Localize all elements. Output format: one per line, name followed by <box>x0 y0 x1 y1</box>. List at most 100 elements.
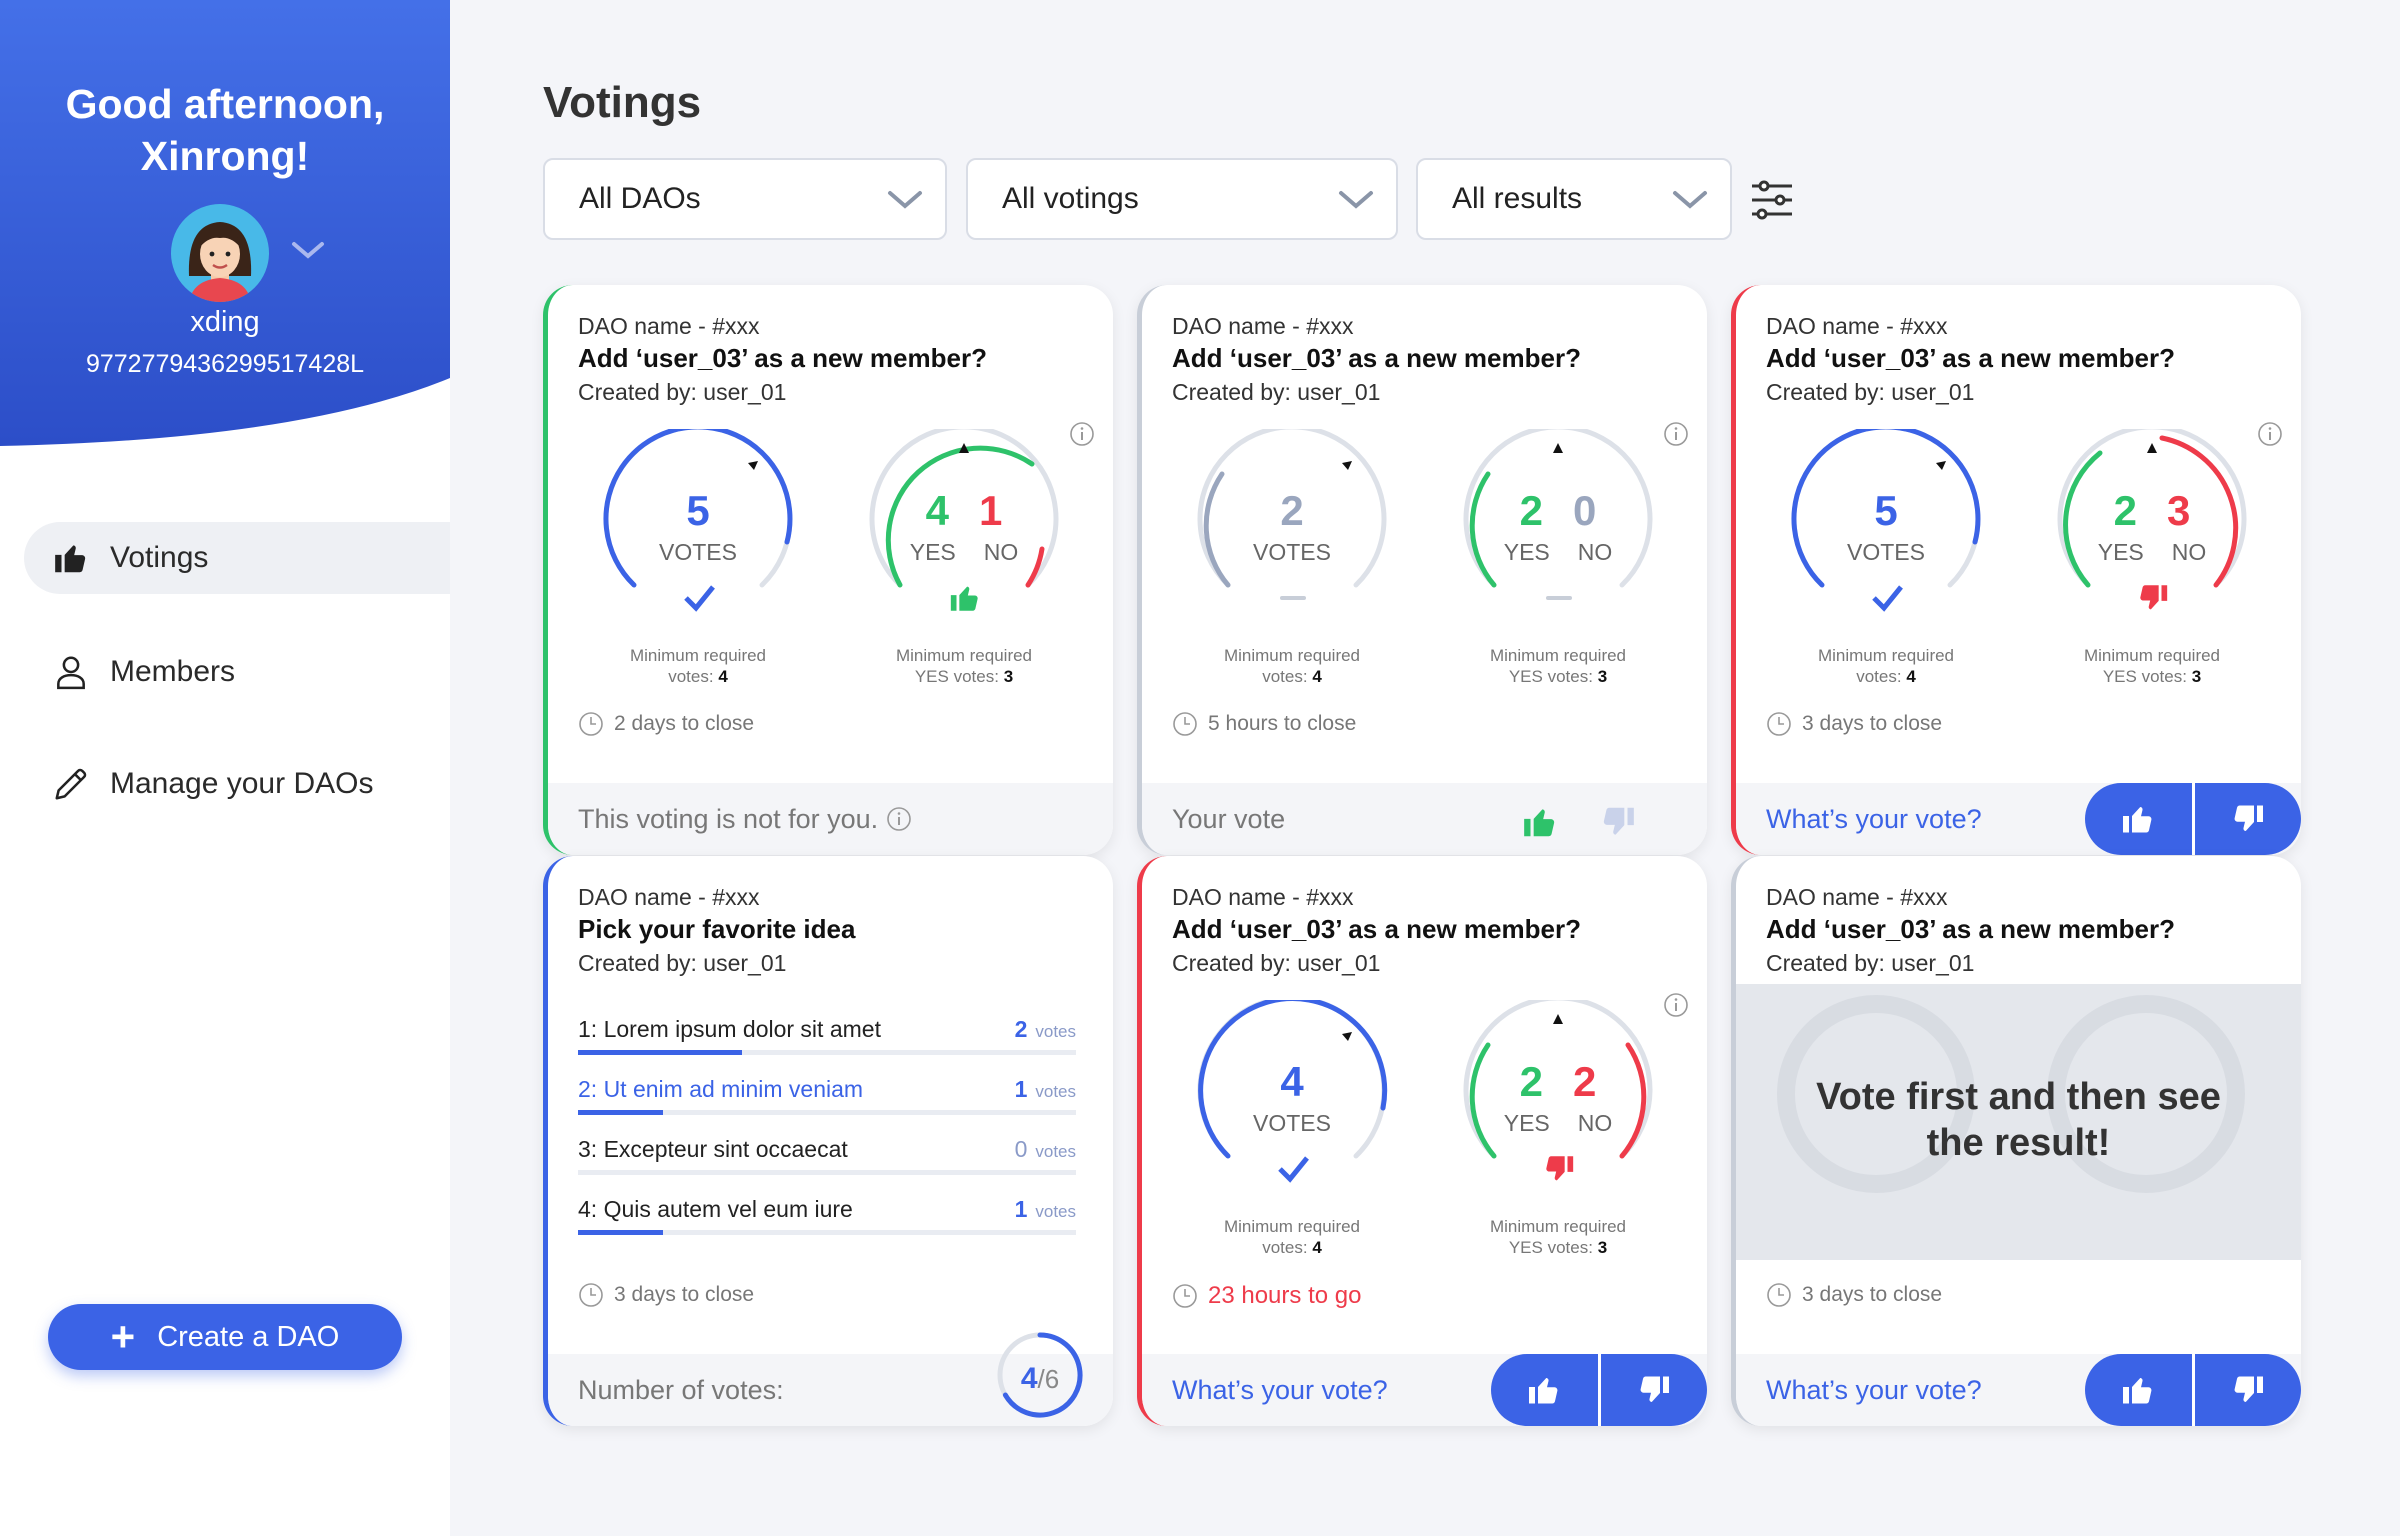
vote-buttons <box>1491 1354 1707 1426</box>
username: xding <box>190 306 260 338</box>
votes-count: 4 <box>1280 1058 1304 1105</box>
votes-label: VOTES <box>659 539 737 565</box>
thumbs-down-icon <box>1640 1376 1669 1402</box>
min-req-label: Minimum required <box>1223 646 1361 665</box>
min-req-label: Minimum required <box>1489 1217 1627 1236</box>
min-votes-label: votes: <box>1262 1238 1308 1257</box>
chevron-down-icon <box>1339 191 1373 209</box>
votes-count: 5 <box>1874 487 1898 534</box>
sidebar-item-votings[interactable]: Votings <box>52 538 208 578</box>
vote-buttons <box>2085 1354 2301 1426</box>
poll-option[interactable]: 4: Quis autem vel eum iure 1 votes <box>578 1196 1076 1236</box>
person-icon <box>57 656 85 690</box>
voting-card[interactable]: DAO name - #xxx Add ‘user_03’ as a new m… <box>1137 285 1707 855</box>
dash-icon <box>1546 596 1572 600</box>
votes-label: VOTES <box>1253 1110 1331 1136</box>
clock-icon <box>579 712 603 736</box>
chevron-down-icon <box>1673 191 1707 209</box>
option-label: 1: Lorem ipsum dolor sit amet <box>578 1016 881 1042</box>
votes-gauge: 4 VOTES <box>1192 995 1392 1190</box>
min-votes-label: votes: <box>1856 667 1902 686</box>
vote-yes-button[interactable] <box>2085 783 2195 855</box>
nav-active-highlight <box>24 522 450 594</box>
vote-yes-button[interactable] <box>2085 1354 2195 1426</box>
avatar[interactable] <box>171 204 269 302</box>
voting-card[interactable]: DAO name - #xxx Add ‘user_03’ as a new m… <box>1731 856 2301 1426</box>
no-label: NO <box>983 539 1019 565</box>
option-bar <box>578 1050 1076 1055</box>
vote-no-button[interactable] <box>2195 783 2302 855</box>
check-icon <box>1872 585 1903 612</box>
filter-votings-select[interactable]: All votings <box>966 158 1398 240</box>
card-footer: What’s your vote? <box>1736 783 2301 855</box>
sidebar: Good afternoon, Xinrong! xding 977277943… <box>0 0 450 1536</box>
footer-text: Your vote <box>1172 803 1286 834</box>
vote-buttons <box>2085 783 2301 855</box>
filter-daos-select[interactable]: All DAOs <box>543 158 947 240</box>
min-required-yes: Minimum required YES votes: 3 <box>1448 645 1668 687</box>
info-icon[interactable] <box>886 806 912 832</box>
sidebar-item-members[interactable]: Members <box>52 652 235 692</box>
card-footer: What’s your vote? <box>1736 1354 2301 1426</box>
poll-option[interactable]: 2: Ut enim ad minim veniam 1 votes <box>578 1076 1076 1116</box>
yes-count: 4 <box>925 487 949 534</box>
poll-option[interactable]: 3: Excepteur sint occaecat 0 votes <box>578 1136 1076 1176</box>
votes-unit: votes <box>1035 1142 1076 1161</box>
poll-option[interactable]: 1: Lorem ipsum dolor sit amet 2 votes <box>578 1016 1076 1056</box>
sidebar-item-manage-daos[interactable]: Manage your DAOs <box>52 764 373 804</box>
min-yes-label: YES votes: <box>914 667 999 686</box>
chevron-down-icon[interactable] <box>290 236 326 264</box>
footer-text: Number of votes: <box>578 1374 784 1405</box>
option-votes: 2 votes <box>1015 1016 1076 1043</box>
footer-text: What’s your vote? <box>1766 803 1982 834</box>
footer-text: This voting is not for you. <box>578 803 879 834</box>
votes-progress-text: 4/6 <box>995 1362 1085 1396</box>
option-label: 3: Excepteur sint occaecat <box>578 1136 848 1162</box>
vote-no-button[interactable] <box>1601 1354 1708 1426</box>
time-to-close: 3 days to close <box>578 1282 754 1308</box>
close-text: 3 days to close <box>1802 1283 1943 1306</box>
hidden-msg-line-2: the result! <box>1926 1122 2111 1164</box>
info-icon[interactable] <box>1663 992 1689 1018</box>
vote-no-button[interactable] <box>2195 1354 2302 1426</box>
vote-yes-button[interactable] <box>1491 1354 1601 1426</box>
thumbs-down-icon <box>1603 807 1634 835</box>
dao-name: DAO name - #xxx <box>578 313 760 339</box>
create-dao-button[interactable]: + Create a DAO <box>48 1304 402 1370</box>
filter-results-select[interactable]: All results <box>1416 158 1732 240</box>
thumbs-up-icon <box>1529 1378 1558 1404</box>
thumbs-up-icon <box>2123 807 2152 833</box>
votes-gauge: 5 VOTES <box>598 424 798 619</box>
no-count: 0 <box>1573 487 1597 534</box>
voting-card[interactable]: DAO name - #xxx Add ‘user_03’ as a new m… <box>1137 856 1707 1426</box>
filter-value: All votings <box>1002 182 1139 215</box>
yes-count: 2 <box>1519 1058 1543 1105</box>
close-text: 5 hours to close <box>1208 712 1357 735</box>
yes-count: 2 <box>2113 487 2137 534</box>
sidebar-item-label: Manage your DAOs <box>110 767 374 800</box>
thumbs-up-icon <box>1524 809 1555 837</box>
info-icon[interactable] <box>1069 421 1095 447</box>
sliders-filter-icon[interactable] <box>1748 176 1796 224</box>
num-votes: 4 <box>1020 1362 1038 1395</box>
created-by: Created by: user_01 <box>578 950 787 976</box>
filter-value: All results <box>1452 182 1583 215</box>
user-id: 9772779436299517428L <box>85 350 365 378</box>
min-yes-value: 3 <box>1597 1238 1608 1257</box>
option-vote-count: 1 <box>1014 1076 1028 1102</box>
info-icon[interactable] <box>2257 421 2283 447</box>
yes-label: YES <box>1503 1110 1550 1136</box>
poll-card[interactable]: DAO name - #xxx Pick your favorite idea … <box>543 856 1113 1426</box>
info-icon[interactable] <box>1663 421 1689 447</box>
min-req-label: Minimum required <box>1817 646 1955 665</box>
min-yes-value: 3 <box>1597 667 1608 686</box>
no-label: NO <box>1577 539 1613 565</box>
dao-name: DAO name - #xxx <box>578 884 760 910</box>
voting-card[interactable]: DAO name - #xxx Add ‘user_03’ as a new m… <box>1731 285 2301 855</box>
voting-card[interactable]: DAO name - #xxx Add ‘user_03’ as a new m… <box>543 285 1113 855</box>
option-vote-count: 2 <box>1014 1016 1028 1042</box>
hidden-msg-line-1: Vote first and then see <box>1816 1076 2221 1118</box>
